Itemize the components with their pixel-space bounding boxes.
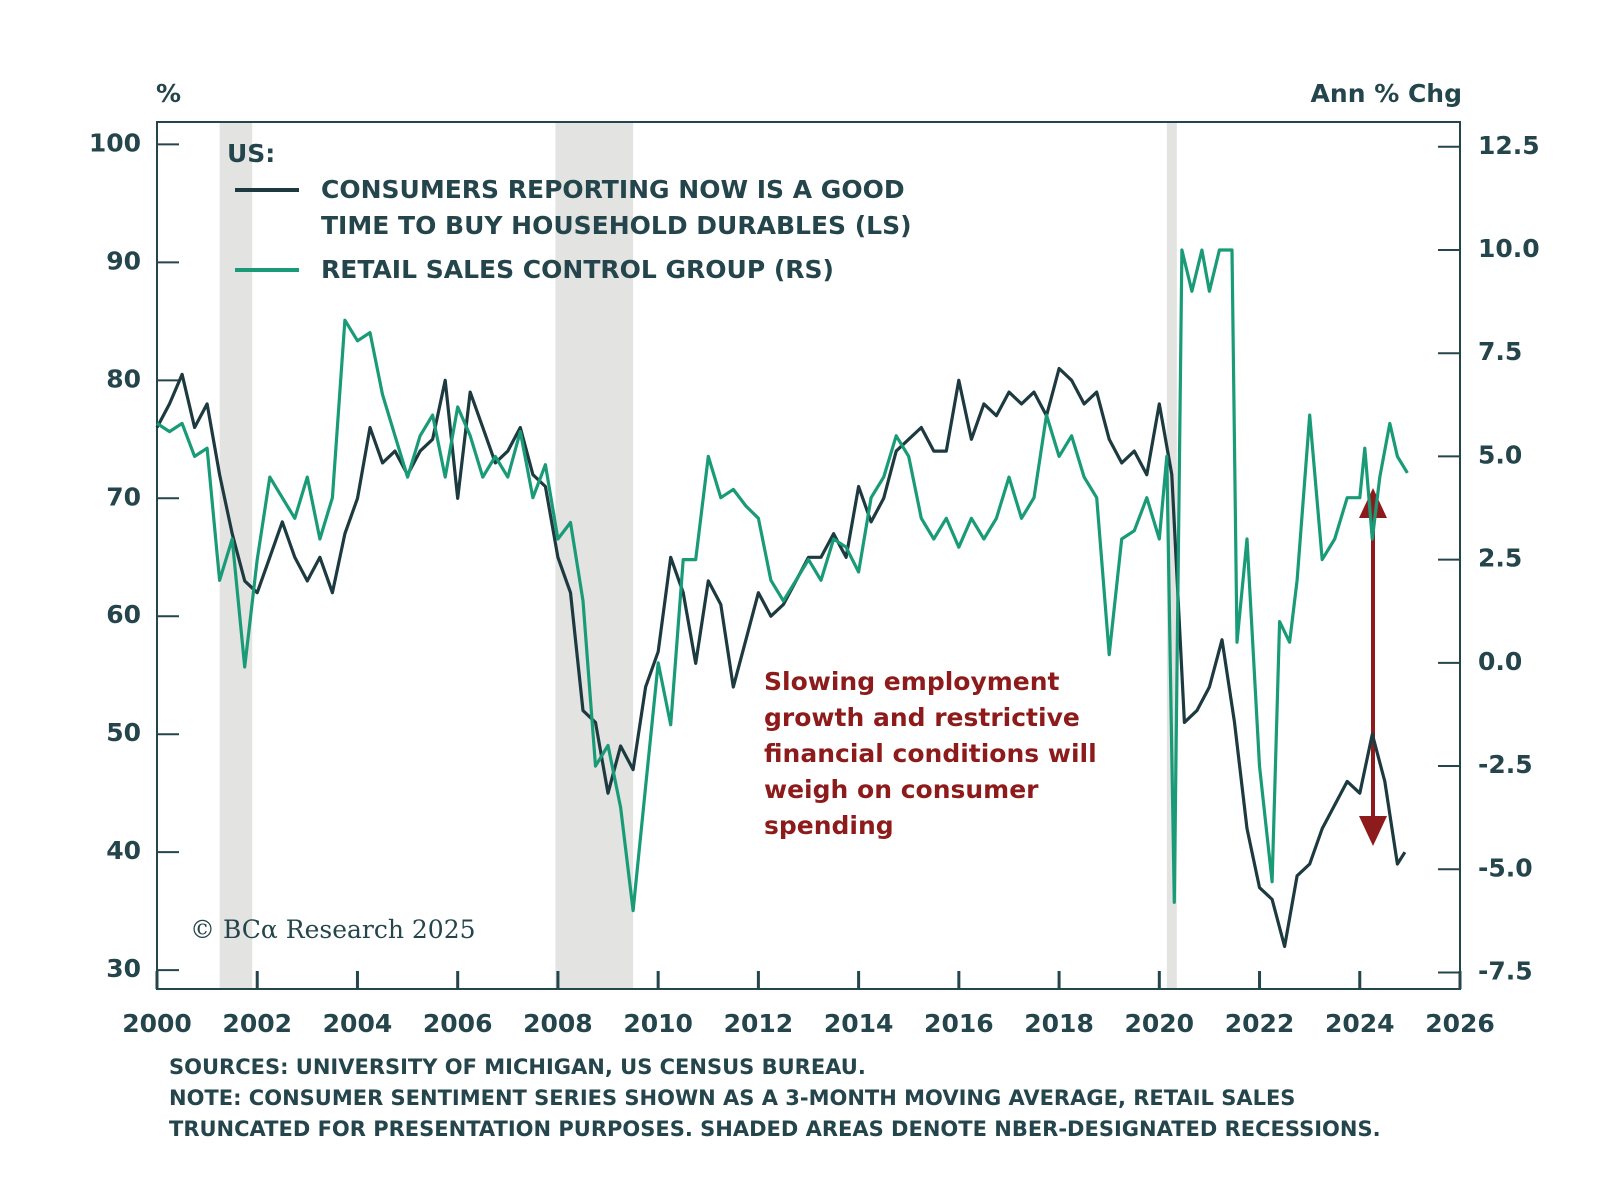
recession-band [1166,122,1177,989]
y-tick-label: 70 [106,482,141,511]
x-tick-label: 2006 [423,1009,493,1038]
source: SOURCES: UNIVERSITY OF MICHIGAN, US CENS… [169,1055,866,1079]
y2-tick-label: -7.5 [1478,956,1533,985]
y-tick-label: 90 [106,246,141,275]
recession-band [555,122,634,989]
x-tick-label: 2010 [623,1009,693,1038]
y2-tick-label: 2.5 [1478,544,1522,573]
x-tick-label: 2012 [724,1009,794,1038]
plot-frame [156,121,1461,990]
arrow-head [1359,816,1387,846]
note: NOTE: CONSUMER SENTIMENT SERIES SHOWN AS… [169,1086,1381,1141]
x-tick-label: 2004 [323,1009,393,1038]
legend: US: CONSUMERS REPORTING NOW IS A GOOD TI… [227,136,947,288]
y2-tick-label: 0.0 [1478,647,1522,676]
y2-tick-label: 10.0 [1478,234,1540,263]
y-tick-label: 50 [106,718,141,747]
legend-swatch [235,268,299,272]
x-tick-label: 2026 [1425,1009,1495,1038]
y-tick-label: 40 [106,836,141,865]
copyright: © BCα Research 2025 [190,915,476,944]
y2-tick-label: 7.5 [1478,337,1522,366]
y2-tick-label: 5.0 [1478,440,1522,469]
left-axis-label: % [156,79,181,108]
recession-layer [219,122,1177,989]
x-tick-label: 2022 [1225,1009,1295,1038]
legend-title: US: [227,139,276,168]
y-tick-label: 30 [106,954,141,983]
x-tick-label: 2008 [523,1009,593,1038]
x-tick-label: 2018 [1024,1009,1094,1038]
x-tick-label: 2000 [122,1009,192,1038]
legend-entry: RETAIL SALES CONTROL GROUP (RS) [227,252,947,288]
recession-band [219,122,253,989]
annotation: Slowing employment growth and restrictiv… [764,667,1097,840]
legend-entry: CONSUMERS REPORTING NOW IS A GOOD TIME T… [227,172,947,244]
y2-tick-label: -2.5 [1478,750,1533,779]
x-tick-label: 2002 [222,1009,292,1038]
y-tick-label: 100 [89,128,141,157]
y-tick-label: 60 [106,600,141,629]
legend-label: CONSUMERS REPORTING NOW IS A GOOD TIME T… [321,175,912,240]
right-axis-label: Ann % Chg [1311,79,1462,108]
x-tick-label: 2016 [924,1009,994,1038]
x-tick-label: 2024 [1325,1009,1395,1038]
arrow-head [1359,488,1387,518]
legend-swatch [235,188,299,192]
notes: SOURCES: UNIVERSITY OF MICHIGAN, US CENS… [169,1052,1429,1145]
x-tick-label: 2014 [824,1009,894,1038]
legend-label: RETAIL SALES CONTROL GROUP (RS) [321,255,834,284]
y2-tick-label: 12.5 [1478,131,1540,160]
series-line [155,366,1407,949]
x-tick-label: 2020 [1125,1009,1195,1038]
y2-tick-label: -5.0 [1478,853,1533,882]
y-tick-label: 80 [106,364,141,393]
series-line [156,248,1409,913]
